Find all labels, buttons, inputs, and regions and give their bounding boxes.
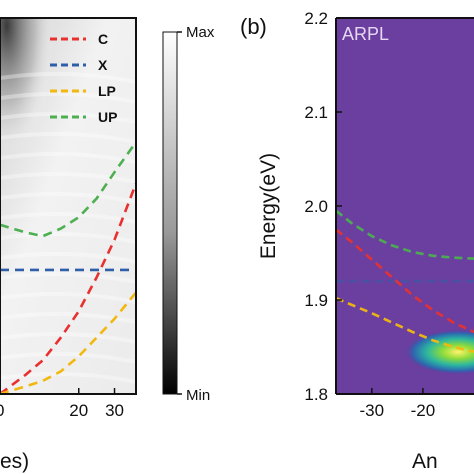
panel-a-texture-stripe — [0, 191, 136, 204]
panel-a-texture-stripe — [0, 291, 136, 304]
panel-a-texture-stripe — [0, 351, 136, 364]
panel-b-y-tick-label: 2.0 — [304, 197, 328, 216]
panel-a-texture-stripe — [0, 271, 136, 284]
panel-a-texture-stripe — [0, 211, 136, 224]
colorbar-gradient — [162, 31, 178, 395]
panel-a-x-tick-label-partial: 0 — [0, 401, 4, 420]
panel-a-texture-stripe — [0, 311, 136, 324]
panel-a-texture-stripe — [0, 331, 136, 344]
panel-b-y-tick-label: 1.9 — [304, 291, 328, 310]
panel-a-frame — [0, 17, 137, 395]
panel-b-x-ticks: -30 -20 — [359, 388, 435, 420]
panel-a-x-axis-label: es) — [0, 450, 29, 473]
panel-b-y-tick-label: 2.1 — [304, 103, 328, 122]
panel-b-series-c — [336, 228, 474, 334]
panel-b-series-lp — [336, 296, 474, 353]
panel-b-y-tick-label: 1.8 — [304, 385, 328, 404]
panel-a-texture-stripe — [0, 131, 136, 144]
panel-a-texture-stripe — [0, 171, 136, 184]
panel-b-label: (b) — [240, 14, 267, 39]
panel-a-x-ticks: 20 30 0 — [0, 388, 124, 420]
legend-label-c: C — [98, 31, 108, 47]
panel-a-texture-stripe — [0, 71, 136, 84]
panel-b-y-tick-label: 2.2 — [304, 9, 328, 28]
colorbar-max-label: Max — [186, 24, 215, 41]
panel-a-series-up — [0, 141, 136, 238]
panel-b-x-tick-label: -20 — [411, 401, 436, 420]
panel-a-texture-stripe — [0, 231, 136, 244]
panel-b-y-axis-label: Energy(eV) — [257, 153, 280, 259]
panel-b-x-axis-label: An — [412, 450, 438, 473]
panel-a: 20 30 0 es) CX LP UP — [0, 17, 137, 473]
panel-a-curves — [0, 71, 136, 394]
panel-b-x-tick-label: -30 — [359, 401, 384, 420]
panel-a-x-tick-label: 30 — [105, 401, 124, 420]
panel-a-x-tick-label: 20 — [69, 401, 88, 420]
panel-a-texture-stripe — [0, 371, 136, 384]
panel-a-series-c — [0, 182, 136, 394]
panel-b-curves — [336, 209, 474, 374]
panel-b-annotation: ARPL — [342, 24, 389, 44]
panel-a-dark-region — [0, 18, 136, 394]
panel-a-texture-stripe — [0, 91, 136, 104]
panel-b: (b) ARPL 1.8 1.9 2.0 2.1 2.2 -30 -20 Energy(e… — [240, 9, 474, 473]
panel-a-texture-stripe — [0, 251, 136, 264]
legend-label-up: UP — [98, 109, 117, 125]
panel-a-texture-stripe — [0, 111, 136, 124]
panel-a-texture-stripe — [0, 151, 136, 164]
legend-label-x: X — [98, 57, 108, 73]
colorbar-min-label: Min — [186, 387, 210, 404]
panel-a-legend: CX LP UP — [50, 31, 117, 125]
panel-b-y-ticks: 1.8 1.9 2.0 2.1 2.2 — [304, 9, 342, 404]
panel-a-series-lp — [0, 291, 136, 394]
legend-label-lp: LP — [98, 83, 116, 99]
panel-b-emission-hotspot — [406, 330, 474, 374]
colorbar: Max Min — [162, 24, 215, 404]
